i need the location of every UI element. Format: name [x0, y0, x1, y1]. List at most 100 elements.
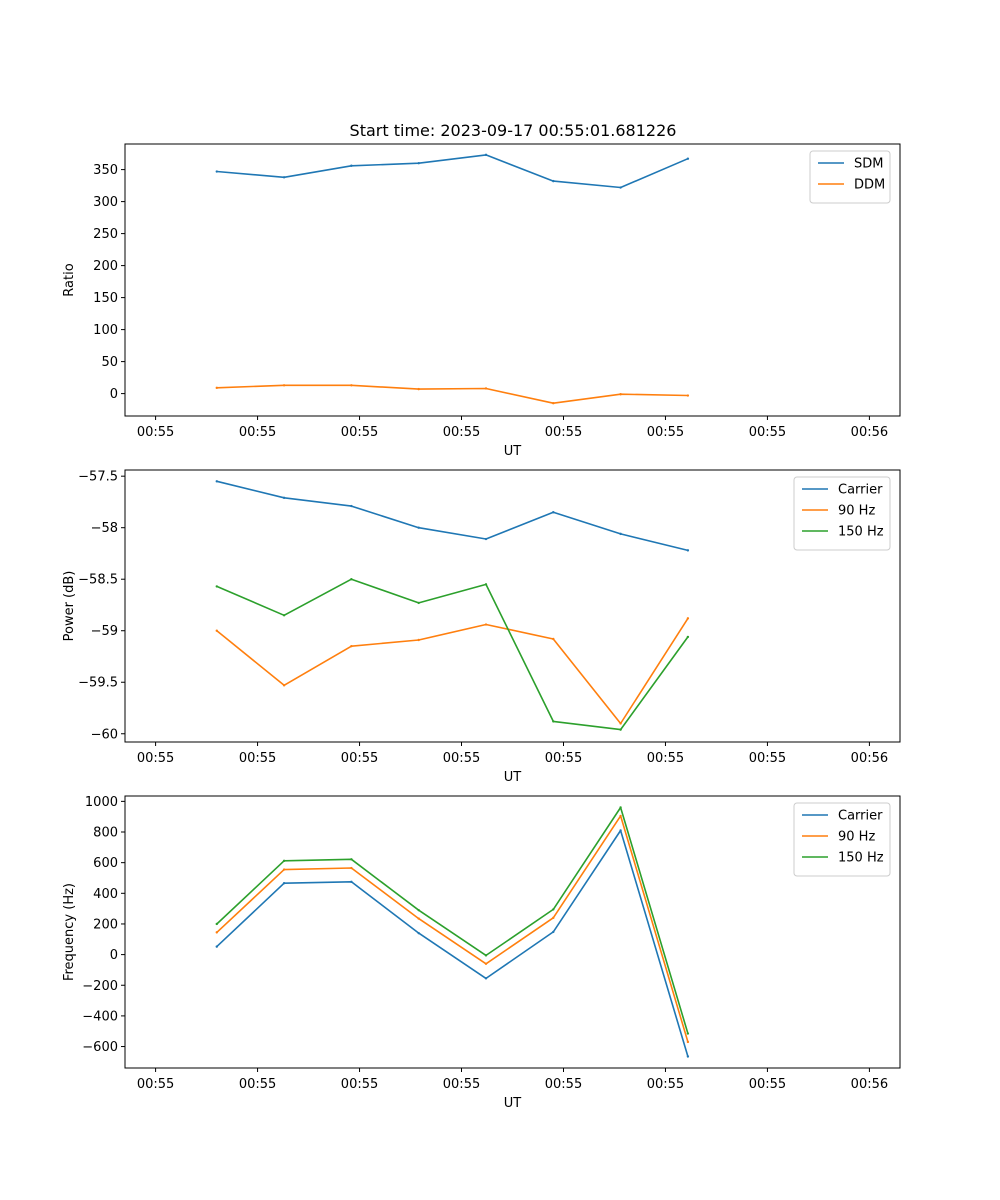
legend-label: 150 Hz	[838, 525, 884, 540]
data-point	[552, 908, 555, 911]
x-tick-label: 00:55	[239, 425, 276, 440]
data-point	[282, 684, 286, 687]
y-tick-label: 100	[93, 323, 118, 338]
y-tick-label: 800	[93, 826, 118, 841]
data-point	[350, 164, 353, 167]
data-point	[552, 637, 555, 641]
x-tick-label: 00:55	[545, 751, 582, 766]
data-point	[686, 1055, 690, 1058]
y-tick-label: 400	[93, 887, 118, 902]
y-tick-label: 300	[93, 195, 118, 210]
data-point	[619, 728, 622, 731]
x-tick-label: 00:55	[239, 751, 276, 766]
y-tick-label: −59.5	[78, 676, 118, 691]
y-tick-label: −200	[82, 979, 118, 994]
legend-label: 90 Hz	[838, 504, 875, 519]
x-axis-label: UT	[504, 770, 522, 785]
y-tick-label: 250	[93, 227, 118, 242]
legend-label: 150 Hz	[838, 851, 884, 866]
data-point	[215, 585, 218, 588]
data-point	[417, 908, 420, 912]
data-point	[484, 623, 488, 626]
subplot-2: 00:55 00:55 00:55 00:55 00:55 00:55 00:55 00:56…	[62, 469, 901, 785]
y-tick-label: −58	[91, 521, 118, 536]
series-line-90-hz	[216, 815, 689, 1043]
x-tick-label: 00:55	[137, 425, 174, 440]
data-point	[619, 806, 622, 809]
data-point	[350, 384, 353, 387]
data-point	[484, 954, 488, 957]
x-tick-label: 00:55	[647, 1077, 684, 1092]
series-line-sdm	[216, 154, 689, 189]
series-line-carrier	[216, 480, 689, 552]
series-line-ddm	[216, 384, 688, 405]
y-axis-label: Power (dB)	[62, 571, 77, 642]
x-tick-label: 00:55	[341, 751, 378, 766]
data-point	[350, 866, 353, 870]
x-tick-label: 00:56	[851, 425, 888, 440]
data-point	[282, 176, 286, 179]
data-point	[552, 402, 555, 405]
y-axis-label: Frequency (Hz)	[62, 883, 77, 981]
y-tick-label: −60	[91, 727, 118, 742]
legend-label: 90 Hz	[838, 830, 875, 845]
data-point	[686, 157, 690, 160]
data-point	[282, 868, 286, 871]
y-tick-label: −58.5	[78, 573, 118, 588]
data-point	[215, 170, 218, 173]
data-point	[282, 614, 286, 617]
x-tick-label: 00:55	[443, 1077, 480, 1092]
y-tick-label: 0	[110, 948, 118, 963]
x-axis-label: UT	[504, 1096, 522, 1111]
data-point	[619, 393, 622, 396]
axes-frame	[124, 795, 901, 1069]
data-point	[686, 1032, 690, 1035]
data-point	[619, 814, 622, 818]
data-point	[619, 829, 622, 832]
y-tick-label: 1000	[85, 795, 118, 810]
y-tick-label: 600	[93, 856, 118, 871]
legend-label: DDM	[854, 178, 885, 193]
data-point	[215, 945, 218, 948]
legend-box	[809, 150, 891, 204]
data-point	[552, 916, 555, 920]
data-point	[417, 387, 420, 391]
data-point	[619, 722, 622, 725]
data-point	[417, 931, 420, 935]
data-point	[215, 629, 218, 632]
legend-label: SDM	[854, 157, 883, 172]
x-tick-label: 00:56	[851, 751, 888, 766]
x-tick-label: 00:55	[545, 425, 582, 440]
data-point	[215, 480, 218, 483]
subplots: 00:55 00:55 00:55 00:55 00:55 00:55 00:55 00:56…	[62, 143, 901, 1111]
x-tick-label: 00:55	[137, 1077, 174, 1092]
x-tick-label: 00:55	[749, 751, 786, 766]
subplot-3: 00:55 00:55 00:55 00:55 00:55 00:55 00:55 00:56…	[62, 795, 901, 1111]
legend: SDM DDM	[809, 150, 891, 204]
y-axis-label: Ratio	[62, 263, 77, 296]
series-line-90-hz	[216, 617, 689, 725]
data-point	[686, 635, 690, 639]
x-tick-label: 00:55	[749, 1077, 786, 1092]
y-tick-label: 200	[93, 917, 118, 932]
x-tick-label: 00:55	[239, 1077, 276, 1092]
data-point	[484, 153, 488, 157]
data-point	[552, 720, 555, 723]
data-point	[282, 496, 286, 500]
legend-label: Carrier	[838, 483, 883, 498]
data-point	[417, 601, 420, 605]
axes-frame	[124, 143, 901, 417]
data-point	[350, 504, 353, 508]
data-point	[686, 549, 690, 552]
x-axis-label: UT	[504, 444, 522, 459]
data-point	[282, 881, 286, 885]
y-tick-label: 0	[110, 387, 118, 402]
x-tick-label: 00:55	[137, 751, 174, 766]
series-line-carrier	[216, 829, 689, 1057]
data-point	[350, 644, 353, 648]
x-tick-label: 00:55	[647, 425, 684, 440]
data-point	[417, 638, 420, 642]
data-point	[215, 931, 218, 934]
x-tick-label: 00:55	[443, 751, 480, 766]
x-tick-label: 00:55	[545, 1077, 582, 1092]
